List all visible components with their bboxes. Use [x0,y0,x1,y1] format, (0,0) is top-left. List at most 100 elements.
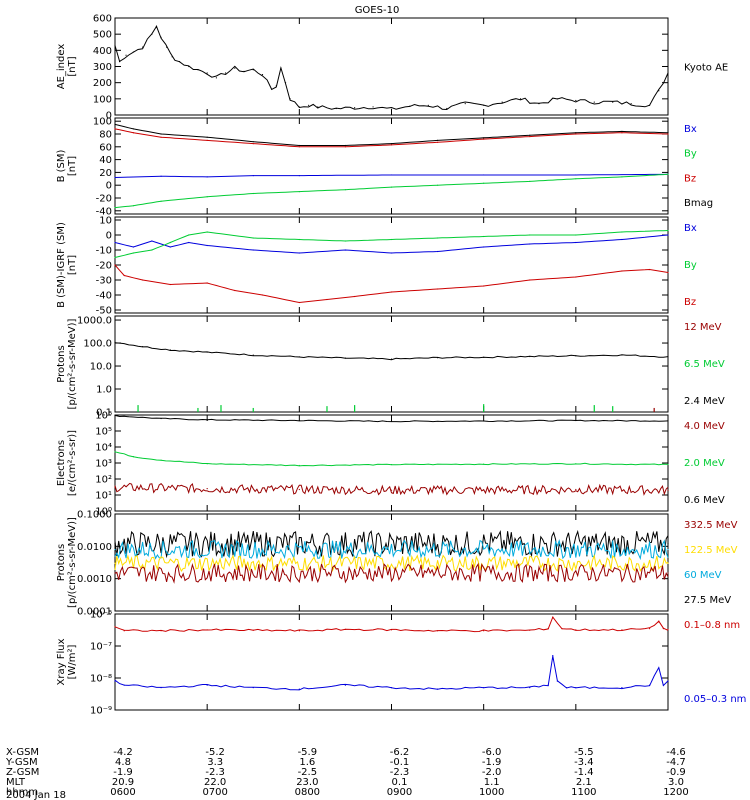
data-point [667,133,669,135]
data-point [575,488,577,491]
data-point [538,103,540,105]
data-point [206,351,208,353]
data-point [114,123,116,125]
data-point [662,684,664,686]
data-point [667,173,669,175]
data-point [667,420,669,422]
series-60-mev [114,538,669,561]
data-point [658,620,660,622]
panel-frame [114,315,669,413]
data-point [298,356,300,358]
footer-value: 3.3 [207,757,223,768]
series-27-5-mev [114,529,669,559]
data-point [160,200,162,202]
data-point [160,417,162,420]
ytick-label: 0.0001 [77,607,112,618]
data-point [648,627,651,630]
data-point [225,72,227,74]
ytick-label: 100 [93,94,112,105]
ylabel: B (SM)[nT] [56,149,78,182]
footer-value: -6.0 [482,747,502,758]
data-point [326,298,328,301]
data-point [621,629,623,631]
data-point [114,207,116,209]
data-point [648,684,651,686]
ylabel-line: [p/(cm²-s-sr-MeV)] [67,318,78,409]
data-point [298,419,300,422]
ytick-label: 10.0 [90,362,112,373]
footer-value: -5.5 [574,747,594,758]
data-point [662,627,664,630]
footer-value: -4.6 [666,747,686,758]
data-point [575,629,577,631]
data-point [298,106,300,108]
data-point [575,133,577,135]
data-point [271,88,273,90]
ylabel: Electrons[e/(cm²-s-sr)] [56,430,78,496]
footer-value: 0900 [387,787,412,798]
footer-value: -4.2 [113,747,133,758]
data-point [114,128,116,130]
footer-row-label: Y-GSM [5,757,38,768]
data-point [275,85,277,87]
data-point [667,572,669,574]
footer-value: 0700 [202,787,227,798]
data-point [409,105,411,107]
series-kyoto-ae [114,25,669,111]
data-point [575,419,577,422]
data-point [501,101,503,103]
data-point [335,107,337,110]
ytick-label: 500 [93,30,112,41]
data-point [160,36,162,39]
data-point [390,489,393,491]
legend-entry: 60 MeV [684,570,722,581]
footer-value: -2.3 [205,767,225,778]
data-point [552,616,554,618]
data-point [151,33,153,35]
legend-entry: 27.5 MeV [684,595,731,606]
data-point [206,136,208,138]
ytick-label: 10⁵ [95,427,112,438]
footer-value: 22.0 [204,777,226,788]
data-point [436,688,439,690]
ytick-label: 10⁻⁷ [90,642,112,653]
data-point [390,252,393,254]
ytick-label: 60 [99,142,112,153]
data-point [390,186,393,188]
data-point [261,73,264,76]
data-point [621,354,623,356]
footer-value: 23.0 [296,777,318,788]
panel-xray: 10⁻⁹ 10⁻⁸ 10⁻⁷ 10⁻⁶ Xray Flux[W/m²] 0.1–0.8 n… [56,610,746,717]
data-point [252,143,254,145]
ytick-label: 10² [95,475,112,486]
data-point [344,684,347,686]
legend-entry: By [684,149,697,160]
data-point [483,356,485,358]
data-point [114,256,116,259]
data-point [556,98,559,100]
ytick-label: 600 [93,14,112,25]
data-point [529,135,531,138]
data-point [298,488,300,491]
data-point [667,234,669,236]
ytick-label: 100 [93,117,112,128]
series-bz [114,264,669,304]
data-point [556,680,559,682]
ytick-label: 10 [99,216,112,227]
data-point [160,136,162,138]
data-point [547,684,549,686]
data-point [483,420,485,422]
footer-value: -5.2 [205,747,225,758]
data-point [188,241,190,244]
data-point [298,238,300,241]
ytick-label: 1.0 [96,385,112,396]
ytick-label: 10⁻⁹ [90,706,112,717]
data-point [483,104,485,106]
data-point [132,252,135,254]
data-point [234,289,236,292]
data-point [206,176,208,178]
data-point [132,205,135,207]
data-point [243,70,245,72]
data-point [667,680,669,682]
data-point [206,139,208,141]
